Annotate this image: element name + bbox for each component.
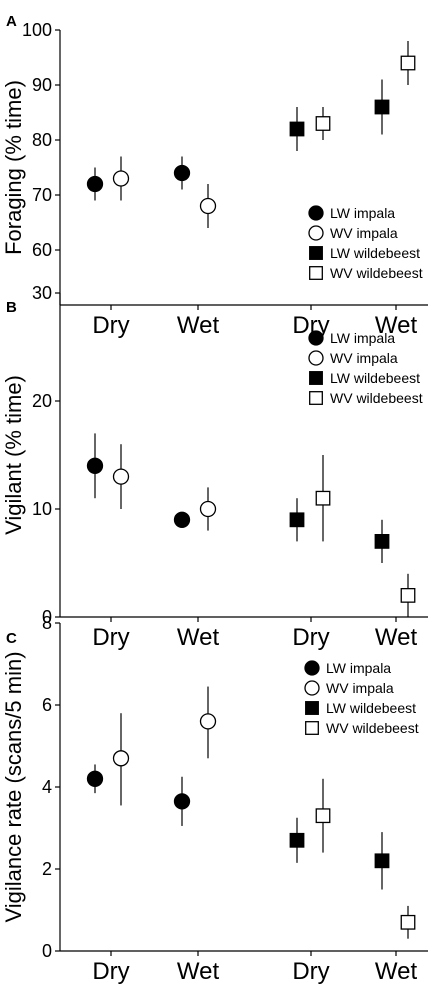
- data-point: [374, 534, 390, 549]
- series-wv-impala: [112, 686, 217, 806]
- legend-marker: [308, 330, 324, 346]
- legend-marker: [305, 701, 319, 715]
- legend-label: WV impala: [330, 225, 398, 241]
- data-point: [199, 197, 217, 215]
- y-tick-label: 8: [42, 613, 52, 633]
- series-wv-wildebeest: [315, 778, 416, 939]
- legend-label: WV impala: [330, 350, 398, 366]
- y-tick-label: 20: [32, 391, 52, 411]
- panel-c: C 0 2 4 6 8 Dry Wet Dry Wet Vigilance rate (scans/…: [1, 613, 428, 985]
- legend-marker: [304, 660, 320, 676]
- x-category-label: Dry: [92, 958, 129, 985]
- x-category-label: Wet: [177, 958, 220, 985]
- y-tick-label: 10: [32, 499, 52, 519]
- legend: LW impala WV impala LW wildebeest WV wildeb…: [308, 205, 423, 281]
- data-point: [86, 457, 104, 474]
- series-lw-wildebeest: [289, 817, 390, 890]
- data-point: [173, 164, 191, 182]
- y-tick-label: 100: [22, 20, 52, 40]
- legend-marker: [304, 680, 320, 696]
- legend: LW impala WV impala LW wildebeest WV wildeb…: [304, 660, 419, 736]
- legend-marker: [309, 391, 323, 405]
- legend-label: WV impala: [326, 680, 394, 696]
- y-axis-label: Vigilance rate (scans/5 min): [1, 651, 26, 922]
- y-axis-label: Vigilant (% time): [1, 375, 26, 535]
- x-category-label: Dry: [92, 624, 129, 651]
- data-point: [400, 588, 416, 603]
- series-lw-wildebeest: [289, 498, 390, 563]
- y-tick-label: 0: [42, 607, 52, 627]
- y-tick-label: 4: [42, 777, 52, 797]
- x-category-label: Wet: [375, 958, 418, 985]
- data-point: [86, 175, 104, 193]
- data-point: [315, 808, 331, 824]
- x-category-label: Wet: [375, 624, 418, 651]
- data-point: [173, 511, 191, 528]
- y-tick-label: 2: [42, 859, 52, 879]
- data-point: [289, 832, 305, 848]
- series-lw-wildebeest: [289, 79, 390, 151]
- y-tick-label: 90: [32, 75, 52, 95]
- data-point: [289, 512, 305, 528]
- x-category-label: Dry: [292, 958, 329, 985]
- series-wv-impala: [112, 444, 217, 531]
- data-point: [86, 770, 104, 787]
- series-lw-impala: [86, 433, 191, 528]
- x-category-label: Wet: [177, 312, 220, 339]
- x-category-label: Wet: [375, 312, 418, 339]
- data-point: [112, 170, 130, 187]
- data-point: [289, 121, 305, 137]
- y-tick-label: 0: [42, 941, 52, 961]
- legend-marker: [309, 246, 323, 260]
- data-point: [112, 468, 130, 485]
- legend-marker: [308, 225, 324, 241]
- legend-label: WV wildebeest: [326, 720, 419, 736]
- x-category-label: Wet: [177, 624, 220, 651]
- legend-marker: [309, 266, 323, 280]
- data-point: [374, 99, 390, 115]
- data-point: [173, 793, 191, 810]
- y-tick-label: 80: [32, 130, 52, 150]
- series-lw-impala: [86, 156, 191, 201]
- legend-label: LW wildebeest: [330, 245, 420, 261]
- y-tick-label: 60: [32, 240, 52, 260]
- legend-label: WV wildebeest: [330, 390, 423, 406]
- legend-label: LW impala: [326, 660, 391, 676]
- panel-letter: A: [6, 13, 17, 30]
- legend-label: LW wildebeest: [326, 700, 416, 716]
- legend-label: LW wildebeest: [330, 370, 420, 386]
- legend-marker: [308, 350, 324, 366]
- data-point: [199, 713, 217, 730]
- legend-label: LW impala: [330, 205, 395, 221]
- data-point: [374, 853, 390, 869]
- series-wv-wildebeest: [315, 455, 416, 617]
- y-tick-label: 70: [32, 185, 52, 205]
- legend-label: WV wildebeest: [330, 265, 423, 281]
- legend-marker: [309, 371, 323, 385]
- panel-letter: C: [6, 630, 17, 647]
- x-category-label: Dry: [292, 624, 329, 651]
- panel-b: B 0 10 20 30 Dry Wet Dry Wet Vigilant (% time) LW …: [1, 283, 428, 651]
- y-tick-label: 6: [42, 695, 52, 715]
- series-lw-impala: [86, 764, 191, 826]
- y-axis-label: Foraging (% time): [1, 80, 26, 255]
- data-point: [400, 914, 416, 930]
- data-point: [199, 500, 217, 518]
- legend: LW impala WV impala LW wildebeest WV wildeb…: [308, 330, 423, 406]
- x-category-label: Dry: [92, 312, 129, 339]
- data-point: [112, 750, 130, 767]
- data-point: [315, 490, 331, 506]
- legend-label: LW impala: [330, 330, 395, 346]
- panel-letter: B: [6, 299, 17, 316]
- series-wv-impala: [112, 156, 217, 228]
- data-point: [400, 55, 416, 71]
- legend-marker: [308, 205, 324, 221]
- y-tick-label: 30: [32, 283, 52, 303]
- data-point: [315, 116, 331, 131]
- legend-marker: [305, 721, 319, 735]
- series-wv-wildebeest: [315, 41, 416, 140]
